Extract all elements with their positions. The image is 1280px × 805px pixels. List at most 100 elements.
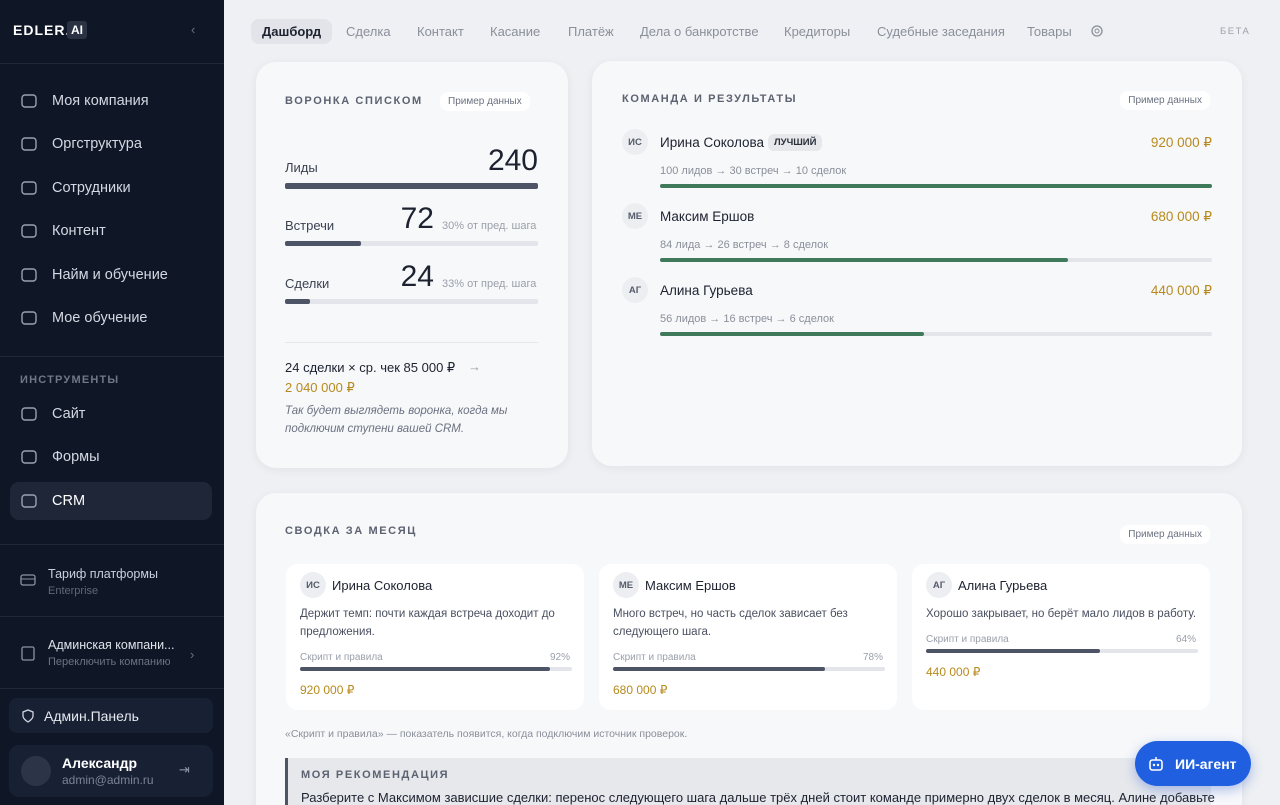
logo-badge: AI (67, 21, 87, 39)
tab[interactable]: Судебные заседания (877, 24, 1005, 39)
funnel-card: ВОРОНКА СПИСКОМ Пример данных Лиды 240 Встре… (256, 62, 568, 468)
revenue-bar (660, 184, 1212, 188)
company-subtitle: Переключить компанию (48, 656, 171, 668)
revenue-track (660, 184, 1212, 188)
tool-item[interactable]: CRM (10, 482, 212, 520)
ai-agent-button[interactable]: ИИ-агент (1135, 741, 1251, 786)
tab[interactable]: Сделка (346, 24, 391, 39)
logo: EDLER. (13, 22, 71, 38)
avatar: МЕ (622, 203, 648, 229)
step-note: 33% от пред. шага (442, 278, 537, 290)
arrow: → (468, 359, 481, 374)
metric-score: 78% (862, 652, 883, 663)
company-icon (21, 646, 35, 661)
beta-label: БЕТА (1220, 26, 1251, 37)
person-revenue: 440 000 ₽ (926, 665, 981, 679)
avatar (21, 756, 51, 786)
step-track (285, 299, 538, 304)
summary-card: СВОДКА ЗА МЕСЯЦ Пример данных ИС Ирина Соко… (256, 493, 1242, 805)
person-revenue: 920 000 ₽ (300, 683, 355, 697)
member-name: Максим Ершов (660, 209, 755, 224)
revenue-bar (660, 332, 924, 336)
avatar: МЕ (613, 572, 639, 598)
nav-item[interactable]: Контент (10, 212, 212, 250)
divider (285, 342, 538, 343)
settings-icon[interactable] (1090, 24, 1104, 38)
admin-label: Админ.Панель (44, 707, 139, 724)
tab[interactable]: Кредиторы (784, 24, 851, 39)
card-title: СВОДКА ЗА МЕСЯЦ (285, 525, 417, 537)
funnel-hint: Так будет выглядеть воронка, когда мы по… (285, 405, 508, 435)
person-revenue: 680 000 ₽ (613, 683, 668, 697)
tab[interactable]: Дашборд (251, 19, 333, 44)
metric-score: 92% (549, 652, 570, 663)
score-bar (613, 667, 826, 671)
divider (0, 544, 224, 545)
nav-item[interactable]: Сотрудники (10, 169, 212, 207)
nav-label: Оргструктура (52, 136, 142, 152)
metric-label: Скрипт и правила (926, 634, 1009, 645)
avatar: АГ (622, 277, 648, 303)
person-text: Много встреч, но часть сделок зависает б… (613, 608, 848, 638)
step-label: Лиды (285, 160, 318, 175)
divider (0, 616, 224, 617)
step-label: Сделки (285, 276, 330, 291)
company-title[interactable]: Админская компани... (48, 638, 175, 652)
recommendation-text: Разберите с Максимом зависшие сделки: пе… (301, 790, 1215, 805)
metric-label: Скрипт и правила (613, 652, 696, 663)
sample-badge: Пример данных (1120, 525, 1210, 544)
member-revenue: 920 000 ₽ (1150, 135, 1212, 150)
plan-subtitle: Enterprise (48, 585, 99, 597)
user-name: Александр (62, 755, 138, 771)
step-bar (285, 299, 311, 304)
sidebar: EDLER. AI ‹ ИНСТРУМЕНТЫ Тариф платформы … (0, 0, 224, 805)
metric-score: 64% (1175, 634, 1196, 645)
plan-icon (20, 574, 36, 586)
logout[interactable]: ⇥ (179, 762, 190, 777)
avatar: ИС (300, 572, 326, 598)
section-heading: ИНСТРУМЕНТЫ (20, 374, 120, 386)
step-track (285, 241, 538, 246)
tool-item[interactable]: Сайт (10, 395, 212, 433)
step-value: 24 (400, 260, 434, 293)
user-card[interactable]: Александр admin@admin.ru ⇥ (9, 745, 213, 797)
tab[interactable]: Дела о банкротстве (640, 24, 759, 39)
step-label: Встречи (285, 218, 335, 233)
nav-item[interactable]: Оргструктура (10, 125, 212, 163)
nav-item[interactable]: Моя компания (10, 82, 212, 120)
revenue-track (660, 258, 1212, 262)
member-stats: 56 лидов → 16 встреч → 6 сделок (660, 313, 834, 325)
revenue-track (660, 332, 1212, 336)
best-tag: ЛУЧШИЙ (768, 134, 823, 151)
sample-badge: Пример данных (440, 92, 530, 111)
step-value: 240 (487, 144, 538, 177)
tab[interactable]: Платёж (568, 24, 614, 39)
tab[interactable]: Касание (490, 24, 541, 39)
tool-item[interactable]: Формы (10, 438, 212, 476)
score-bar (926, 649, 1101, 653)
step-track (285, 183, 538, 189)
nav-label: Мое обучение (52, 310, 148, 326)
nav-label: Сотрудники (52, 180, 131, 196)
ai-agent-label: ИИ-агент (1175, 755, 1237, 772)
card-title: КОМАНДА И РЕЗУЛЬТАТЫ (622, 93, 798, 105)
member-revenue: 680 000 ₽ (1150, 209, 1212, 224)
revenue-bar (660, 258, 1068, 262)
nav-item[interactable]: Найм и обучение (10, 256, 212, 294)
score-track (300, 667, 572, 671)
step-note: 30% от пред. шага (442, 220, 537, 232)
user-email: admin@admin.ru (62, 773, 154, 787)
divider (0, 356, 224, 357)
tab[interactable]: Товары (1027, 24, 1072, 39)
member-revenue: 440 000 ₽ (1150, 283, 1212, 298)
nav-label: Найм и обучение (52, 267, 168, 283)
tab[interactable]: Контакт (417, 24, 464, 39)
nav-item[interactable]: Мое обучение (10, 299, 212, 337)
collapse[interactable]: ‹ (191, 22, 196, 37)
avatar: АГ (926, 572, 952, 598)
team-card: КОМАНДА И РЕЗУЛЬТАТЫ Пример данных ИС Ирина… (592, 61, 1242, 466)
tool-label: CRM (52, 493, 86, 509)
tool-label: Сайт (52, 406, 86, 422)
admin-panel[interactable]: Админ.Панель (9, 698, 213, 733)
